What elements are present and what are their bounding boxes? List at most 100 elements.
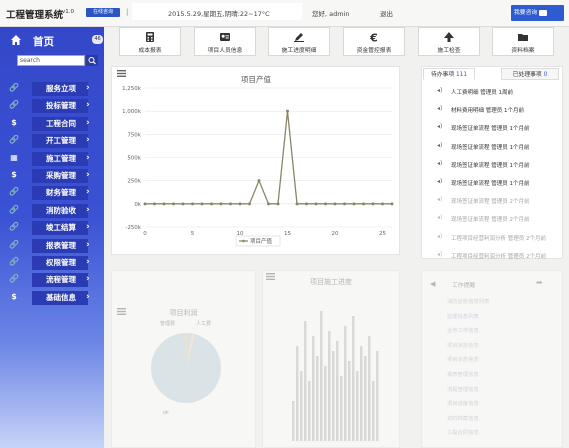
sidebar-item[interactable]: 🔗 报表管理 ›	[6, 238, 98, 253]
tab-pending[interactable]: 待办事项 111	[423, 68, 475, 80]
link-icon: 🔗	[9, 239, 19, 249]
task-item[interactable]: ◂) 人工费明细 管理员 1周前	[423, 84, 561, 99]
task-item[interactable]: ◂) 现场签证单流程 管理员 1个月前	[423, 120, 561, 135]
link-icon: 🔗	[9, 187, 19, 197]
flow-item[interactable]: 项目进度信息	[447, 401, 479, 408]
flow-title: 工作提醒	[452, 283, 476, 289]
shortcut-tile[interactable]: 项目人员信息	[194, 27, 256, 56]
home-link[interactable]: 首页	[33, 36, 54, 48]
menu-icon[interactable]	[266, 273, 275, 280]
link-icon: 🔗	[9, 204, 19, 214]
data-point[interactable]	[276, 202, 280, 206]
task-item[interactable]: ◂) 现场签证单流程 管理员 2个月前	[423, 211, 561, 226]
flow-item[interactable]: 报表管理信息	[447, 372, 479, 378]
data-point[interactable]	[162, 202, 166, 206]
forward-icon[interactable]: ➦	[536, 278, 543, 287]
sidebar-item[interactable]: 🔗 投标管理 ›	[6, 99, 98, 114]
data-point[interactable]	[381, 202, 384, 206]
data-point[interactable]	[314, 202, 318, 206]
shortcut-tile[interactable]: 施工进度明细	[268, 27, 330, 56]
flow-item[interactable]: 业务工作信息	[447, 328, 479, 335]
flow-item[interactable]: 工程合同信息	[447, 430, 479, 437]
data-point[interactable]	[248, 202, 251, 206]
task-item[interactable]: ◂) 现场签证单流程 管理员 2个月前	[423, 193, 561, 208]
data-point[interactable]	[181, 202, 185, 206]
sidebar-item[interactable]: $ 采购管理 ›	[6, 169, 98, 183]
sidebar-item[interactable]: 🔗 服务立项 ›	[6, 82, 98, 96]
data-point[interactable]	[324, 202, 327, 206]
logout-link[interactable]: 退出	[380, 10, 393, 18]
data-point[interactable]	[333, 202, 337, 206]
flow-item[interactable]: 流程管理信息	[447, 386, 479, 393]
task-item[interactable]: ◂) 工程项目经营利润分析 管理员 2个月前	[423, 248, 561, 263]
sidebar-item-label: 投标管理	[32, 99, 88, 114]
data-point[interactable]	[257, 179, 261, 183]
task-item[interactable]: ◂) 现场签证单流程 管理员 1个月前	[423, 157, 561, 172]
task-text: 现场签证单流程 管理员 1个月前	[451, 181, 530, 187]
data-point[interactable]	[390, 202, 394, 206]
data-point[interactable]	[305, 202, 308, 206]
bar	[296, 346, 299, 441]
flow-item[interactable]: 项目状态信息	[447, 342, 479, 349]
search-icon[interactable]	[86, 55, 98, 66]
menu-icon[interactable]	[117, 308, 126, 315]
data-point[interactable]	[295, 202, 299, 206]
data-point[interactable]	[352, 202, 356, 206]
flow-item[interactable]: 资料档案信息	[447, 415, 479, 422]
y-tick-label: 250k	[127, 179, 141, 185]
tab-done[interactable]: 已处理事项 0	[501, 68, 559, 80]
app-version: v1.0	[62, 9, 75, 15]
menu-icon[interactable]	[117, 70, 126, 77]
data-point[interactable]	[219, 202, 223, 206]
flow-item[interactable]: 项目状态信息	[447, 357, 479, 364]
chevron-right-icon: ›	[86, 257, 90, 267]
data-point[interactable]	[362, 202, 365, 206]
sidebar-item[interactable]: $ 基础信息 ›	[6, 290, 98, 305]
data-point[interactable]	[143, 202, 147, 206]
data-point[interactable]	[238, 202, 242, 206]
data-point[interactable]	[229, 202, 232, 206]
sidebar-item[interactable]: 🔗 开工管理 ›	[6, 134, 98, 149]
task-item[interactable]: ◂) 现场签证单流程 管理员 1个月前	[423, 175, 561, 190]
data-point[interactable]	[153, 202, 156, 206]
flow-item[interactable]: 消防验收信息列表	[447, 299, 490, 305]
euro-icon: €	[369, 32, 378, 42]
data-point[interactable]	[343, 202, 346, 206]
data-point[interactable]	[200, 202, 204, 206]
task-item[interactable]: ◂) 工程项目经营利润分析 管理员 2个月前	[423, 230, 561, 245]
online-badge[interactable]: 在线咨询	[86, 8, 120, 17]
shortcut-tile[interactable]: € 资金管控报表	[343, 27, 405, 56]
home-icon[interactable]	[10, 34, 22, 46]
task-text: 现场签证单流程 管理员 1个月前	[451, 144, 530, 151]
consult-button[interactable]: 我要咨询	[511, 5, 564, 21]
shortcut-tile[interactable]: 施工检查	[418, 27, 480, 56]
shortcut-tile[interactable]: 成本报表	[119, 27, 181, 56]
data-point[interactable]	[286, 109, 289, 113]
x-tick-label: 5	[191, 231, 195, 237]
sidebar	[0, 27, 104, 448]
data-point[interactable]	[267, 202, 270, 206]
sidebar-item[interactable]: 🔗 财务管理 ›	[6, 186, 98, 201]
tab-pending-label: 待办事项	[430, 72, 455, 78]
data-point[interactable]	[191, 202, 194, 206]
shortcut-tile[interactable]: 资料档案	[492, 27, 554, 56]
sidebar-item[interactable]: $ 工程合同 ›	[6, 116, 98, 131]
sidebar-item[interactable]: 🔗 权限管理 ›	[6, 256, 98, 270]
data-point[interactable]	[371, 202, 375, 206]
shortcut-label: 资料档案	[511, 48, 535, 54]
progress-bar-chart	[292, 311, 379, 441]
bar	[376, 351, 379, 441]
task-item[interactable]: ◂) 材料费用明细 管理员 1个月前	[423, 102, 561, 117]
speaker-icon: ◂)	[437, 141, 443, 149]
sidebar-item[interactable]: 🔗 竣工结算 ›	[6, 221, 98, 236]
data-point[interactable]	[210, 202, 213, 206]
flow-item[interactable]: 监理信息列表	[447, 313, 479, 320]
speaker-icon: ◂)	[437, 105, 443, 113]
sidebar-item[interactable]: ▦ 施工管理 ›	[6, 151, 98, 166]
legend-box[interactable]	[235, 235, 281, 247]
task-item[interactable]: ◂) 现场签证单流程 管理员 1个月前	[423, 139, 561, 154]
search-input[interactable]: search	[17, 55, 85, 66]
sidebar-item[interactable]: 🔗 流程管理 ›	[6, 273, 98, 288]
data-point[interactable]	[172, 202, 175, 206]
sidebar-item[interactable]: 🔗 消防验收 ›	[6, 203, 98, 218]
